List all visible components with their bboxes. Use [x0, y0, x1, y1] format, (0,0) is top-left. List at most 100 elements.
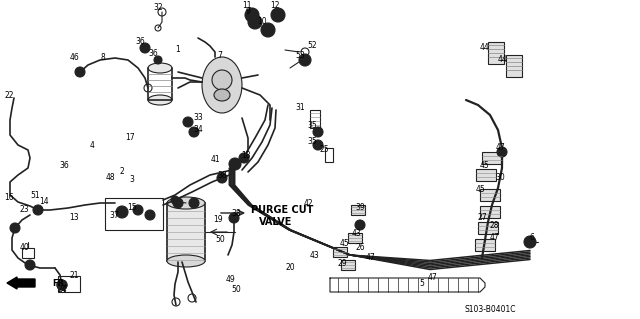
Text: 22: 22 — [4, 92, 13, 100]
Text: 9: 9 — [246, 8, 250, 17]
Text: 14: 14 — [39, 197, 49, 206]
Text: 1: 1 — [175, 46, 180, 55]
Text: 24: 24 — [57, 286, 67, 294]
Text: 50: 50 — [215, 235, 225, 244]
Text: 40: 40 — [19, 243, 29, 253]
FancyArrow shape — [7, 277, 35, 289]
Text: 16: 16 — [4, 194, 14, 203]
Circle shape — [355, 220, 365, 230]
Text: S103-B0401C: S103-B0401C — [464, 306, 516, 315]
Text: 34: 34 — [193, 125, 203, 135]
Text: 3: 3 — [129, 175, 134, 184]
Text: 28: 28 — [489, 221, 499, 231]
Bar — [167, 203, 205, 261]
Circle shape — [183, 117, 193, 127]
Circle shape — [189, 127, 199, 137]
Text: 19: 19 — [213, 216, 223, 225]
Circle shape — [33, 205, 43, 215]
Text: 45: 45 — [340, 239, 350, 248]
Text: 32: 32 — [153, 4, 163, 12]
Circle shape — [261, 23, 275, 37]
Circle shape — [248, 15, 262, 29]
Circle shape — [264, 26, 272, 34]
Text: FR.: FR. — [52, 278, 67, 287]
Text: 23: 23 — [19, 205, 29, 214]
Text: 30: 30 — [495, 174, 505, 182]
Text: 7: 7 — [218, 51, 223, 61]
Text: 51: 51 — [30, 191, 40, 201]
Circle shape — [154, 56, 162, 64]
Circle shape — [133, 205, 143, 215]
Bar — [333, 247, 347, 257]
Bar — [310, 110, 320, 128]
Bar — [22, 248, 34, 258]
Text: 44: 44 — [497, 56, 507, 64]
Bar — [341, 260, 355, 270]
Bar — [488, 42, 504, 64]
Text: 11: 11 — [243, 1, 252, 10]
Text: 43: 43 — [352, 229, 362, 239]
Text: 38: 38 — [217, 170, 227, 180]
Circle shape — [497, 147, 507, 157]
Circle shape — [524, 236, 536, 248]
Text: 47: 47 — [489, 234, 499, 242]
Text: 45: 45 — [475, 186, 485, 195]
Text: 39: 39 — [355, 204, 365, 212]
Text: 26: 26 — [355, 243, 365, 253]
Ellipse shape — [148, 95, 172, 105]
Circle shape — [229, 213, 239, 223]
Text: 44: 44 — [479, 43, 489, 53]
Text: 6: 6 — [529, 234, 534, 242]
Bar — [105, 198, 163, 230]
Bar — [506, 55, 522, 77]
Bar — [480, 206, 500, 218]
Text: 17: 17 — [125, 133, 135, 143]
Circle shape — [239, 153, 249, 163]
Circle shape — [25, 260, 35, 270]
Text: 52: 52 — [307, 41, 317, 50]
Bar — [348, 233, 362, 243]
Ellipse shape — [148, 63, 172, 73]
Text: 35: 35 — [307, 137, 317, 146]
Text: 38: 38 — [231, 209, 241, 218]
Ellipse shape — [214, 89, 230, 101]
Text: 18: 18 — [241, 151, 251, 160]
Text: 35: 35 — [307, 122, 317, 130]
Bar — [476, 169, 496, 181]
Text: 36: 36 — [59, 160, 69, 169]
Text: 20: 20 — [285, 263, 295, 272]
Circle shape — [245, 8, 259, 22]
Text: 29: 29 — [337, 258, 347, 268]
Text: VALVE: VALVE — [259, 217, 292, 227]
Text: 49: 49 — [225, 276, 235, 285]
Text: 27: 27 — [477, 213, 487, 222]
Text: 41: 41 — [210, 155, 220, 165]
Circle shape — [271, 8, 285, 22]
Ellipse shape — [167, 255, 205, 267]
Circle shape — [251, 18, 259, 26]
Circle shape — [57, 280, 67, 290]
Circle shape — [189, 198, 199, 208]
Text: 36: 36 — [135, 38, 145, 47]
Circle shape — [229, 158, 241, 170]
Circle shape — [313, 140, 323, 150]
Circle shape — [248, 11, 256, 19]
Bar — [478, 222, 498, 234]
Circle shape — [140, 43, 150, 53]
Circle shape — [171, 196, 179, 204]
Circle shape — [116, 206, 128, 218]
Circle shape — [313, 127, 323, 137]
Text: 45: 45 — [479, 160, 489, 169]
Circle shape — [299, 54, 311, 66]
Bar — [325, 148, 333, 162]
Text: 10: 10 — [257, 18, 267, 26]
Bar — [351, 205, 365, 215]
Text: 50: 50 — [231, 286, 241, 294]
Ellipse shape — [202, 57, 242, 113]
Bar — [475, 239, 495, 251]
Ellipse shape — [212, 70, 232, 90]
Text: 37: 37 — [109, 211, 119, 219]
Circle shape — [10, 223, 20, 233]
Bar — [58, 276, 80, 292]
Text: 47: 47 — [495, 144, 505, 152]
